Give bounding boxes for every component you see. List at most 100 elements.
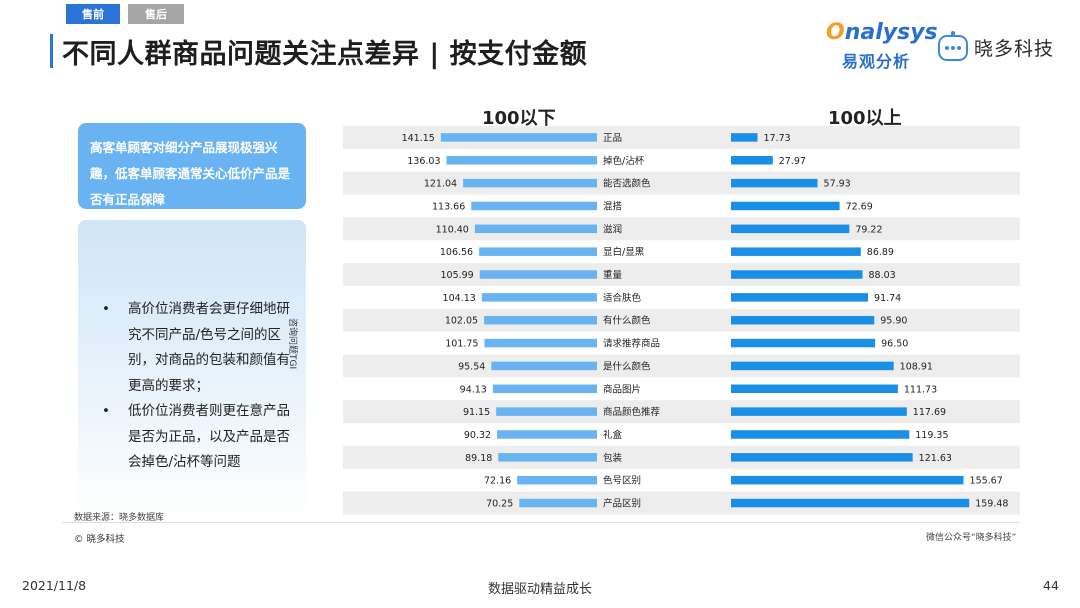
value-label-above-100: 57.93 bbox=[824, 179, 851, 190]
category-label: 混搭 bbox=[603, 200, 623, 212]
value-label-below-100: 113.66 bbox=[432, 201, 465, 212]
category-label: 包装 bbox=[603, 452, 623, 464]
value-label-below-100: 110.40 bbox=[436, 224, 469, 235]
bar-above-100 bbox=[731, 178, 818, 188]
wechat-account: 微信公众号“晓多科技” bbox=[926, 533, 1017, 543]
category-label: 礼盒 bbox=[603, 429, 623, 441]
value-label-above-100: 159.48 bbox=[975, 499, 1008, 510]
panel-title-below-100: 100以下 bbox=[482, 108, 556, 129]
category-label: 掉色/沾杯 bbox=[603, 155, 645, 167]
analysys-logo: Onalysys 易观分析 bbox=[826, 20, 938, 72]
value-label-below-100: 94.13 bbox=[460, 384, 487, 395]
value-label-below-100: 72.16 bbox=[484, 476, 511, 487]
row-band bbox=[343, 126, 1020, 149]
value-label-below-100: 136.03 bbox=[407, 156, 440, 167]
panel-title-above-100: 100以上 bbox=[828, 108, 902, 129]
footer-date: 2021/11/8 bbox=[22, 578, 87, 593]
row-band bbox=[343, 171, 1020, 195]
bullet-text: 低价位消费者则更在意产品是否为正品，以及产品是否会掉色/沾杯等问题 bbox=[128, 403, 290, 470]
bar-below-100 bbox=[498, 453, 597, 462]
value-label-above-100: 91.74 bbox=[874, 293, 901, 304]
xiaoduo-logo: 晓多科技 bbox=[938, 30, 1054, 61]
value-label-above-100: 86.89 bbox=[867, 247, 894, 258]
value-label-below-100: 102.05 bbox=[445, 316, 478, 327]
value-label-above-100: 119.35 bbox=[915, 430, 948, 441]
bar-below-100 bbox=[479, 270, 597, 279]
bar-above-100 bbox=[731, 430, 910, 439]
value-label-below-100: 141.15 bbox=[402, 133, 435, 144]
page-number: 44 bbox=[1043, 578, 1059, 593]
value-label-above-100: 111.73 bbox=[904, 384, 937, 395]
tab-pre-sale[interactable]: 售前 bbox=[66, 4, 120, 24]
bar-above-100 bbox=[731, 407, 907, 416]
value-label-above-100: 108.91 bbox=[900, 361, 933, 372]
value-label-above-100: 117.69 bbox=[913, 407, 946, 418]
row-band bbox=[343, 263, 1020, 286]
category-label: 有什么颜色 bbox=[603, 315, 651, 327]
bullet-list: • 高价位消费者会更仔细地研究不同产品/色号之间的区别，对商品的包装和颜值有更高… bbox=[100, 297, 300, 476]
footer-divider bbox=[62, 522, 1020, 523]
bar-above-100 bbox=[731, 384, 898, 394]
bullet-item: • 低价位消费者则更在意产品是否为正品，以及产品是否会掉色/沾杯等问题 bbox=[100, 399, 300, 476]
row-band bbox=[343, 308, 1020, 332]
bar-below-100 bbox=[463, 178, 597, 188]
category-label: 能否选颜色 bbox=[603, 178, 651, 190]
row-band bbox=[343, 445, 1020, 469]
bar-above-100 bbox=[731, 315, 875, 325]
row-band bbox=[343, 400, 1020, 424]
value-label-above-100: 96.50 bbox=[881, 339, 908, 350]
category-label: 显白/显黑 bbox=[603, 246, 645, 258]
footer-slogan: 数据驱动精益成长 bbox=[487, 582, 592, 597]
value-label-below-100: 89.18 bbox=[465, 453, 492, 464]
category-label: 色号区别 bbox=[603, 475, 641, 487]
row-band bbox=[343, 217, 1020, 241]
value-label-above-100: 27.97 bbox=[779, 156, 806, 167]
bar-above-100 bbox=[731, 224, 850, 234]
bar-below-100 bbox=[479, 247, 597, 256]
bar-below-100 bbox=[484, 338, 597, 348]
bar-above-100 bbox=[731, 498, 970, 508]
value-label-below-100: 106.56 bbox=[440, 247, 473, 258]
copyright: © 晓多科技 bbox=[74, 534, 125, 545]
bar-below-100 bbox=[492, 384, 597, 394]
bar-above-100 bbox=[731, 201, 840, 211]
category-label: 产品区别 bbox=[603, 498, 641, 510]
bar-below-100 bbox=[474, 224, 597, 234]
bullet-dot: • bbox=[102, 301, 110, 317]
bar-below-100 bbox=[496, 407, 597, 416]
insight-box: 高客单顾客对细分产品展现极强兴趣，低客单顾客通常关心低价产品是否有正品保障 bbox=[78, 123, 306, 209]
bar-below-100 bbox=[481, 293, 597, 302]
bar-above-100 bbox=[731, 361, 894, 371]
value-label-above-100: 79.22 bbox=[855, 224, 882, 235]
value-label-below-100: 91.15 bbox=[463, 407, 490, 418]
analysys-logo-lead: O bbox=[826, 20, 845, 45]
title-accent-bar bbox=[50, 34, 53, 68]
analysys-logo-cn: 易观分析 bbox=[842, 52, 911, 71]
bullet-text: 高价位消费者会更仔细地研究不同产品/色号之间的区别，对商品的包装和颜值有更高的要… bbox=[128, 301, 290, 394]
bar-above-100 bbox=[731, 247, 861, 256]
value-label-below-100: 95.54 bbox=[458, 361, 485, 372]
data-source: 数据来源：晓多数据库 bbox=[74, 513, 165, 523]
value-label-above-100: 72.69 bbox=[846, 201, 873, 212]
insight-text: 高客单顾客对细分产品展现极强兴趣，低客单顾客通常关心低价产品是否有正品保障 bbox=[90, 140, 291, 207]
row-band bbox=[343, 491, 1020, 515]
row-band bbox=[343, 354, 1020, 378]
category-label: 请求推荐商品 bbox=[603, 338, 660, 350]
category-label: 适合肤色 bbox=[603, 292, 642, 304]
analysys-logo-rest: nalysys bbox=[844, 20, 938, 45]
page-title: 不同人群商品问题关注点差异 | 按支付金额 bbox=[62, 39, 588, 70]
value-label-above-100: 17.73 bbox=[763, 133, 790, 144]
value-label-below-100: 104.13 bbox=[443, 293, 476, 304]
bar-below-100 bbox=[517, 475, 597, 485]
value-label-above-100: 121.63 bbox=[919, 453, 952, 464]
category-label: 商品图片 bbox=[603, 383, 641, 395]
bar-above-100 bbox=[731, 293, 869, 302]
tab-after-sale[interactable]: 售后 bbox=[128, 4, 184, 24]
bar-above-100 bbox=[731, 475, 964, 485]
category-label: 正品 bbox=[603, 133, 622, 144]
bar-above-100 bbox=[731, 133, 758, 142]
bar-below-100 bbox=[491, 361, 597, 371]
value-label-below-100: 101.75 bbox=[445, 339, 478, 350]
value-label-above-100: 88.03 bbox=[868, 270, 895, 281]
